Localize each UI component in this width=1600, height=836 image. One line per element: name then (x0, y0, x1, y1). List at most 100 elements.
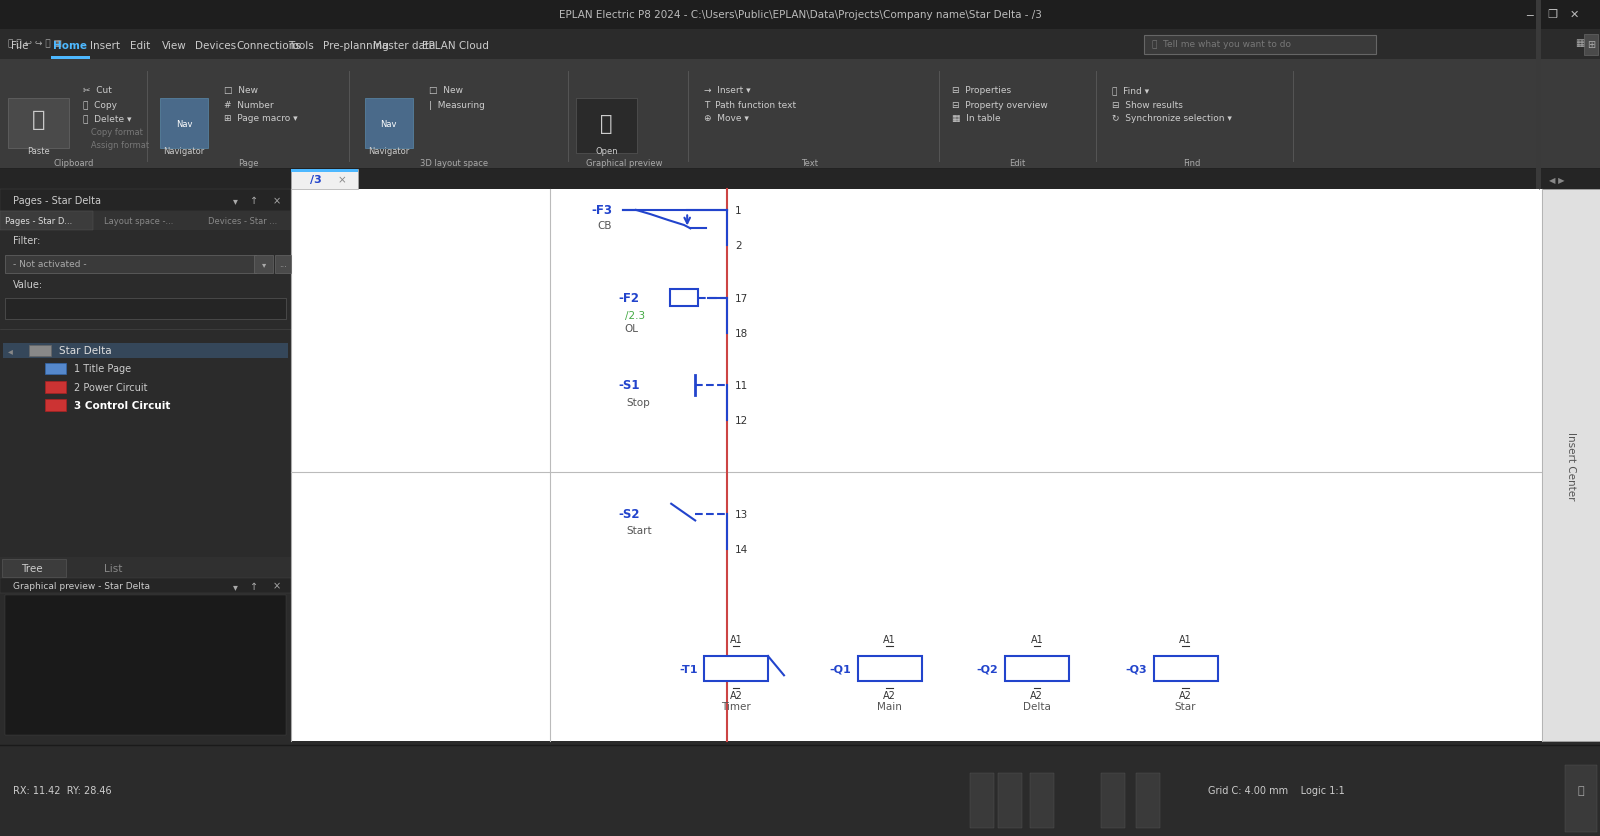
Text: ▾: ▾ (232, 581, 238, 591)
Text: Insert Center: Insert Center (1566, 431, 1576, 500)
Text: View: View (162, 41, 186, 51)
Text: Devices - Star ...: Devices - Star ... (208, 217, 277, 226)
Text: 18: 18 (736, 329, 749, 339)
Text: Copy format: Copy format (83, 128, 142, 137)
Bar (29, 345, 51, 356)
Text: 12: 12 (736, 415, 749, 426)
Bar (3, 343, 288, 358)
Text: Navigator: Navigator (163, 147, 205, 156)
Text: Find: Find (1184, 159, 1200, 168)
Bar (1005, 656, 1069, 681)
Text: 🔍  Tell me what you want to do: 🔍 Tell me what you want to do (1152, 40, 1291, 49)
Bar (45, 400, 66, 411)
Text: □  New: □ New (224, 86, 258, 95)
Text: Paste: Paste (27, 146, 50, 155)
Text: ✂  Cut: ✂ Cut (83, 86, 112, 95)
Text: ⊞: ⊞ (1587, 40, 1595, 50)
Bar (365, 99, 413, 150)
Text: EPLAN Electric P8 2024 - C:\Users\Public\EPLAN\Data\Projects\Company name\Star D: EPLAN Electric P8 2024 - C:\Users\Public… (558, 10, 1042, 20)
Text: 1 Title Page: 1 Title Page (74, 364, 131, 374)
Text: 2: 2 (736, 241, 742, 251)
Bar (670, 290, 699, 307)
Bar (1154, 656, 1218, 681)
Text: ⊟  Properties: ⊟ Properties (952, 86, 1011, 95)
Bar (5, 595, 286, 735)
Text: Connections: Connections (237, 41, 301, 51)
Bar (0, 745, 1600, 836)
Text: 2 Power Circuit: 2 Power Circuit (74, 382, 147, 392)
Text: ◂: ◂ (8, 345, 13, 355)
Text: ↑: ↑ (250, 581, 259, 591)
Text: Text: Text (802, 159, 818, 168)
Bar (5, 298, 286, 319)
Bar (2, 559, 66, 577)
Text: -Q2: -Q2 (976, 664, 998, 674)
Text: 1: 1 (736, 206, 742, 216)
Text: Tree: Tree (21, 563, 43, 573)
Text: Pages - Star D...: Pages - Star D... (5, 217, 72, 226)
Text: A2: A2 (730, 690, 742, 700)
Bar (858, 656, 922, 681)
Bar (0, 190, 291, 212)
Text: -S2: -S2 (618, 507, 640, 521)
Text: Filter:: Filter: (13, 235, 40, 245)
Bar (0, 558, 291, 579)
Text: A1: A1 (1179, 635, 1192, 645)
Text: ↑: ↑ (250, 196, 259, 206)
Text: -Q3: -Q3 (1125, 664, 1147, 674)
Bar (0, 212, 93, 230)
Bar (0, 30, 1600, 60)
Text: ▦: ▦ (1574, 38, 1584, 48)
Bar (0, 190, 291, 742)
Bar (1584, 34, 1598, 57)
Text: RX: 11.42  RY: 28.46: RX: 11.42 RY: 28.46 (13, 786, 112, 795)
Text: 📋: 📋 (32, 110, 45, 130)
Bar (51, 58, 90, 60)
Text: Main: Main (877, 701, 902, 711)
Text: ×: × (272, 196, 282, 206)
Bar (0, 169, 1600, 171)
Bar (45, 363, 66, 375)
Bar (5, 255, 256, 273)
Text: Edit: Edit (1010, 159, 1026, 168)
Text: CB: CB (598, 221, 613, 231)
Bar (1030, 773, 1054, 828)
Text: 11: 11 (736, 380, 749, 390)
Text: Nav: Nav (381, 120, 397, 129)
Text: List: List (104, 563, 122, 573)
Bar (0, 0, 1600, 30)
Text: 🗋 🔁 ↩ ↪ 🖨 ▦: 🗋 🔁 ↩ ↪ 🖨 ▦ (8, 38, 62, 48)
Text: Open: Open (595, 147, 618, 156)
Text: A2: A2 (883, 690, 896, 700)
Bar (45, 381, 66, 393)
Text: Master data: Master data (373, 41, 435, 51)
Text: 13: 13 (736, 509, 749, 519)
Text: ▦  In table: ▦ In table (952, 114, 1000, 123)
Text: ✕: ✕ (1570, 10, 1579, 20)
Text: ▾: ▾ (261, 260, 266, 269)
Text: Pages - Star Delta: Pages - Star Delta (13, 196, 101, 206)
Text: A1: A1 (730, 635, 742, 645)
Text: |  Measuring: | Measuring (429, 100, 485, 110)
Text: 🔍  Find ▾: 🔍 Find ▾ (1112, 86, 1149, 95)
Text: - Not activated -: - Not activated - (13, 260, 86, 269)
Text: Timer: Timer (722, 701, 750, 711)
Text: -F2: -F2 (618, 292, 640, 305)
Bar (275, 255, 291, 273)
Text: EPLAN Cloud: EPLAN Cloud (422, 41, 490, 51)
Text: □  New: □ New (429, 86, 462, 95)
Bar (0, 171, 1600, 190)
Text: -Q1: -Q1 (829, 664, 851, 674)
Text: A1: A1 (1030, 635, 1043, 645)
Text: /3: /3 (310, 176, 322, 185)
Text: ⊞  Page macro ▾: ⊞ Page macro ▾ (224, 114, 298, 123)
Text: Pre-planning: Pre-planning (323, 41, 389, 51)
Text: -F3: -F3 (592, 204, 613, 217)
Bar (160, 99, 208, 150)
Text: Start: Start (627, 526, 653, 536)
Text: ⎘  Copy: ⎘ Copy (83, 100, 117, 110)
Text: T  Path function text: T Path function text (704, 100, 797, 110)
Text: A2: A2 (1030, 690, 1043, 700)
Text: Stop: Stop (627, 397, 650, 407)
Text: Star Delta: Star Delta (59, 345, 112, 355)
